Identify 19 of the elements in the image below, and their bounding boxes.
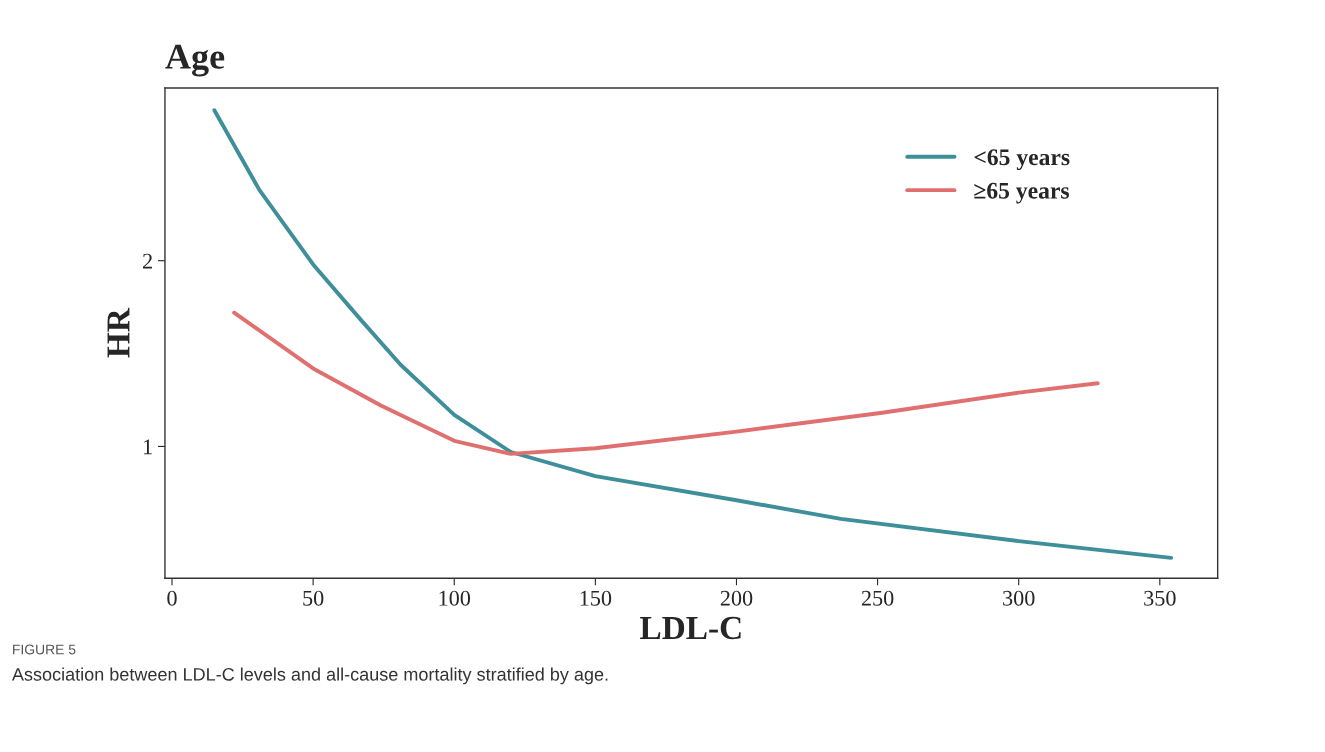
x-tick-label: 350 bbox=[1144, 590, 1176, 606]
legend-label: ≥65 years bbox=[974, 182, 1070, 204]
y-axis-title: HR bbox=[107, 307, 130, 358]
x-tick-label: 150 bbox=[580, 590, 612, 606]
x-tick-label: 50 bbox=[303, 590, 324, 606]
x-tick-label: 0 bbox=[167, 590, 177, 606]
y-tick-label: 2 bbox=[143, 253, 152, 269]
x-tick-label: 200 bbox=[720, 590, 753, 606]
line-series bbox=[212, 108, 1174, 560]
x-tick-label: 250 bbox=[861, 590, 894, 606]
text: Association between LDL-C levels and all-cause mortality stratified by age. bbox=[11, 667, 608, 685]
line-series bbox=[232, 310, 1100, 456]
caption: FIGURE 5 bbox=[13, 644, 76, 655]
chart-title: Age bbox=[165, 44, 225, 77]
x-tick-label: 300 bbox=[1003, 590, 1035, 606]
y-tick-label: 1 bbox=[144, 439, 152, 455]
x-tick-label: 100 bbox=[439, 590, 471, 606]
x-axis-title: LDL-C bbox=[640, 616, 741, 640]
legend-label: <65 years bbox=[974, 149, 1070, 171]
